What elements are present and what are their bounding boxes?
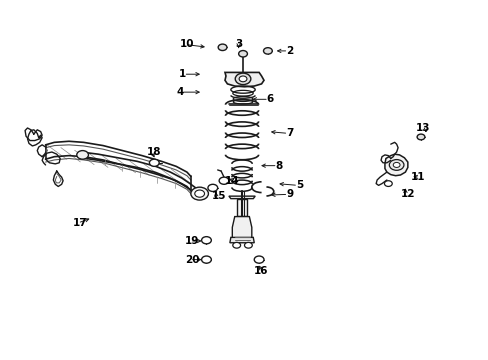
Polygon shape bbox=[236, 199, 247, 216]
Circle shape bbox=[218, 44, 226, 50]
Circle shape bbox=[263, 48, 272, 54]
Text: 4: 4 bbox=[176, 87, 183, 97]
Circle shape bbox=[244, 242, 252, 248]
Circle shape bbox=[149, 159, 159, 166]
Text: 3: 3 bbox=[235, 40, 242, 49]
Circle shape bbox=[239, 76, 246, 82]
Circle shape bbox=[232, 242, 240, 248]
Circle shape bbox=[77, 150, 88, 159]
Text: 5: 5 bbox=[295, 180, 303, 190]
Text: 8: 8 bbox=[275, 161, 282, 171]
Circle shape bbox=[219, 177, 228, 184]
Circle shape bbox=[190, 187, 208, 200]
Text: 1: 1 bbox=[178, 69, 185, 79]
Text: 17: 17 bbox=[73, 218, 87, 228]
Text: 2: 2 bbox=[285, 46, 293, 56]
Circle shape bbox=[416, 134, 424, 140]
Polygon shape bbox=[224, 72, 264, 87]
Circle shape bbox=[201, 256, 211, 263]
Circle shape bbox=[235, 73, 250, 85]
Text: 13: 13 bbox=[415, 123, 430, 133]
Circle shape bbox=[201, 237, 211, 244]
Circle shape bbox=[238, 50, 247, 57]
Text: 12: 12 bbox=[400, 189, 414, 199]
Polygon shape bbox=[228, 196, 255, 199]
Text: 11: 11 bbox=[409, 172, 424, 182]
Text: 19: 19 bbox=[184, 236, 199, 246]
Polygon shape bbox=[229, 237, 254, 243]
Circle shape bbox=[384, 181, 391, 186]
Circle shape bbox=[392, 162, 399, 167]
Circle shape bbox=[207, 184, 217, 192]
Text: 7: 7 bbox=[285, 129, 293, 138]
Text: 20: 20 bbox=[184, 255, 199, 265]
Text: 15: 15 bbox=[211, 191, 225, 201]
Text: 14: 14 bbox=[224, 176, 239, 186]
Text: 10: 10 bbox=[180, 40, 194, 49]
Polygon shape bbox=[384, 154, 407, 176]
Text: 16: 16 bbox=[253, 266, 267, 276]
Text: 18: 18 bbox=[147, 147, 161, 157]
Circle shape bbox=[388, 159, 403, 170]
Circle shape bbox=[254, 256, 264, 263]
Polygon shape bbox=[232, 217, 251, 240]
Circle shape bbox=[194, 190, 204, 197]
Text: 9: 9 bbox=[285, 189, 293, 199]
Text: 6: 6 bbox=[266, 94, 273, 104]
